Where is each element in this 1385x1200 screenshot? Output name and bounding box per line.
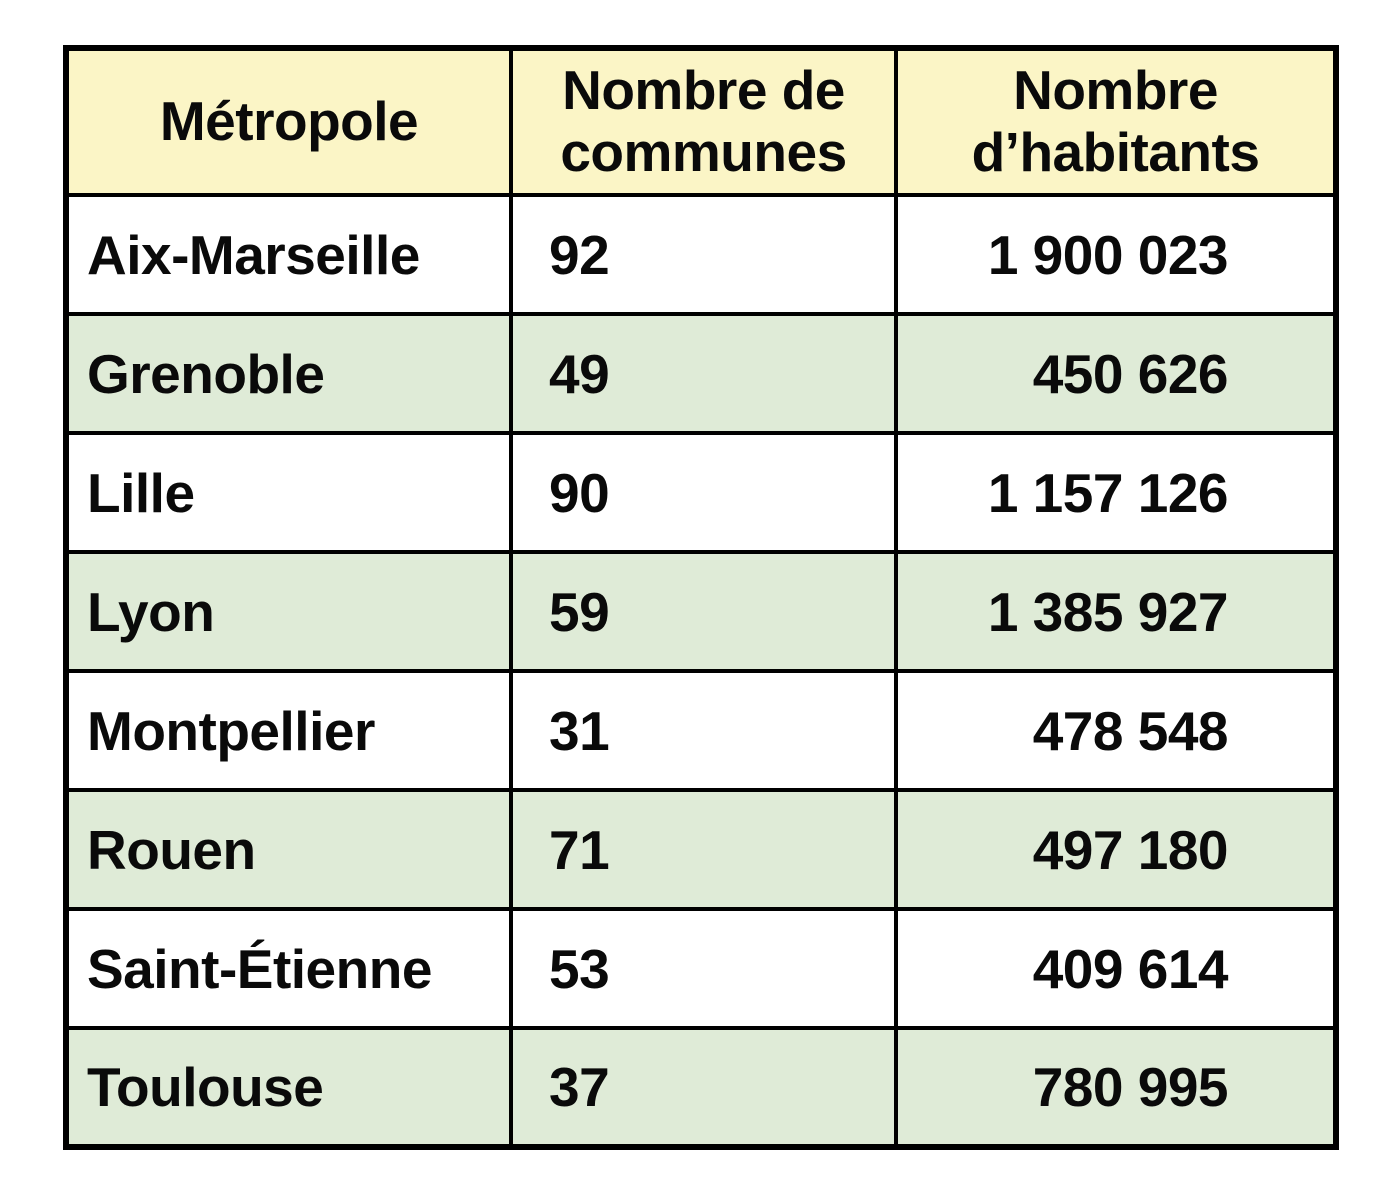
table-row: Aix-Marseille 92 1 900 023 — [64, 193, 1338, 316]
metropoles-table-container: Métropole Nombre de communes Nombre d’ha… — [63, 45, 1339, 1150]
cell-habitants: 409 614 — [894, 907, 1338, 1030]
cell-communes: 49 — [509, 312, 898, 435]
cell-habitants: 478 548 — [894, 669, 1338, 792]
cell-communes: 59 — [509, 550, 898, 673]
header-row: Métropole Nombre de communes Nombre d’ha… — [64, 46, 1338, 197]
cell-habitants: 1 385 927 — [894, 550, 1338, 673]
cell-communes: 71 — [509, 788, 898, 911]
cell-habitants: 450 626 — [894, 312, 1338, 435]
table-row: Lille 90 1 157 126 — [64, 431, 1338, 554]
cell-habitants: 780 995 — [894, 1026, 1338, 1149]
table-row: Rouen 71 497 180 — [64, 788, 1338, 911]
table-row: Montpellier 31 478 548 — [64, 669, 1338, 792]
table-header: Métropole Nombre de communes Nombre d’ha… — [64, 46, 1338, 197]
cell-habitants: 1 157 126 — [894, 431, 1338, 554]
cell-communes: 37 — [509, 1026, 898, 1149]
cell-habitants: 1 900 023 — [894, 193, 1338, 316]
metropoles-table: Métropole Nombre de communes Nombre d’ha… — [63, 45, 1339, 1150]
cell-metropole: Grenoble — [64, 312, 513, 435]
column-header-metropole: Métropole — [64, 46, 513, 197]
column-header-nombre-communes: Nombre de communes — [509, 46, 898, 197]
cell-metropole: Aix-Marseille — [64, 193, 513, 316]
cell-metropole: Rouen — [64, 788, 513, 911]
cell-communes: 92 — [509, 193, 898, 316]
cell-metropole: Montpellier — [64, 669, 513, 792]
table-row: Saint-Étienne 53 409 614 — [64, 907, 1338, 1030]
cell-communes: 31 — [509, 669, 898, 792]
table-body: Aix-Marseille 92 1 900 023 Grenoble 49 450 62… — [64, 193, 1338, 1149]
cell-communes: 90 — [509, 431, 898, 554]
cell-communes: 53 — [509, 907, 898, 1030]
cell-metropole: Toulouse — [64, 1026, 513, 1149]
table-row: Toulouse 37 780 995 — [64, 1026, 1338, 1149]
cell-metropole: Lyon — [64, 550, 513, 673]
column-header-nombre-habitants: Nombre d’habitants — [894, 46, 1338, 197]
table-row: Grenoble 49 450 626 — [64, 312, 1338, 435]
cell-habitants: 497 180 — [894, 788, 1338, 911]
table-row: Lyon 59 1 385 927 — [64, 550, 1338, 673]
cell-metropole: Lille — [64, 431, 513, 554]
cell-metropole: Saint-Étienne — [64, 907, 513, 1030]
